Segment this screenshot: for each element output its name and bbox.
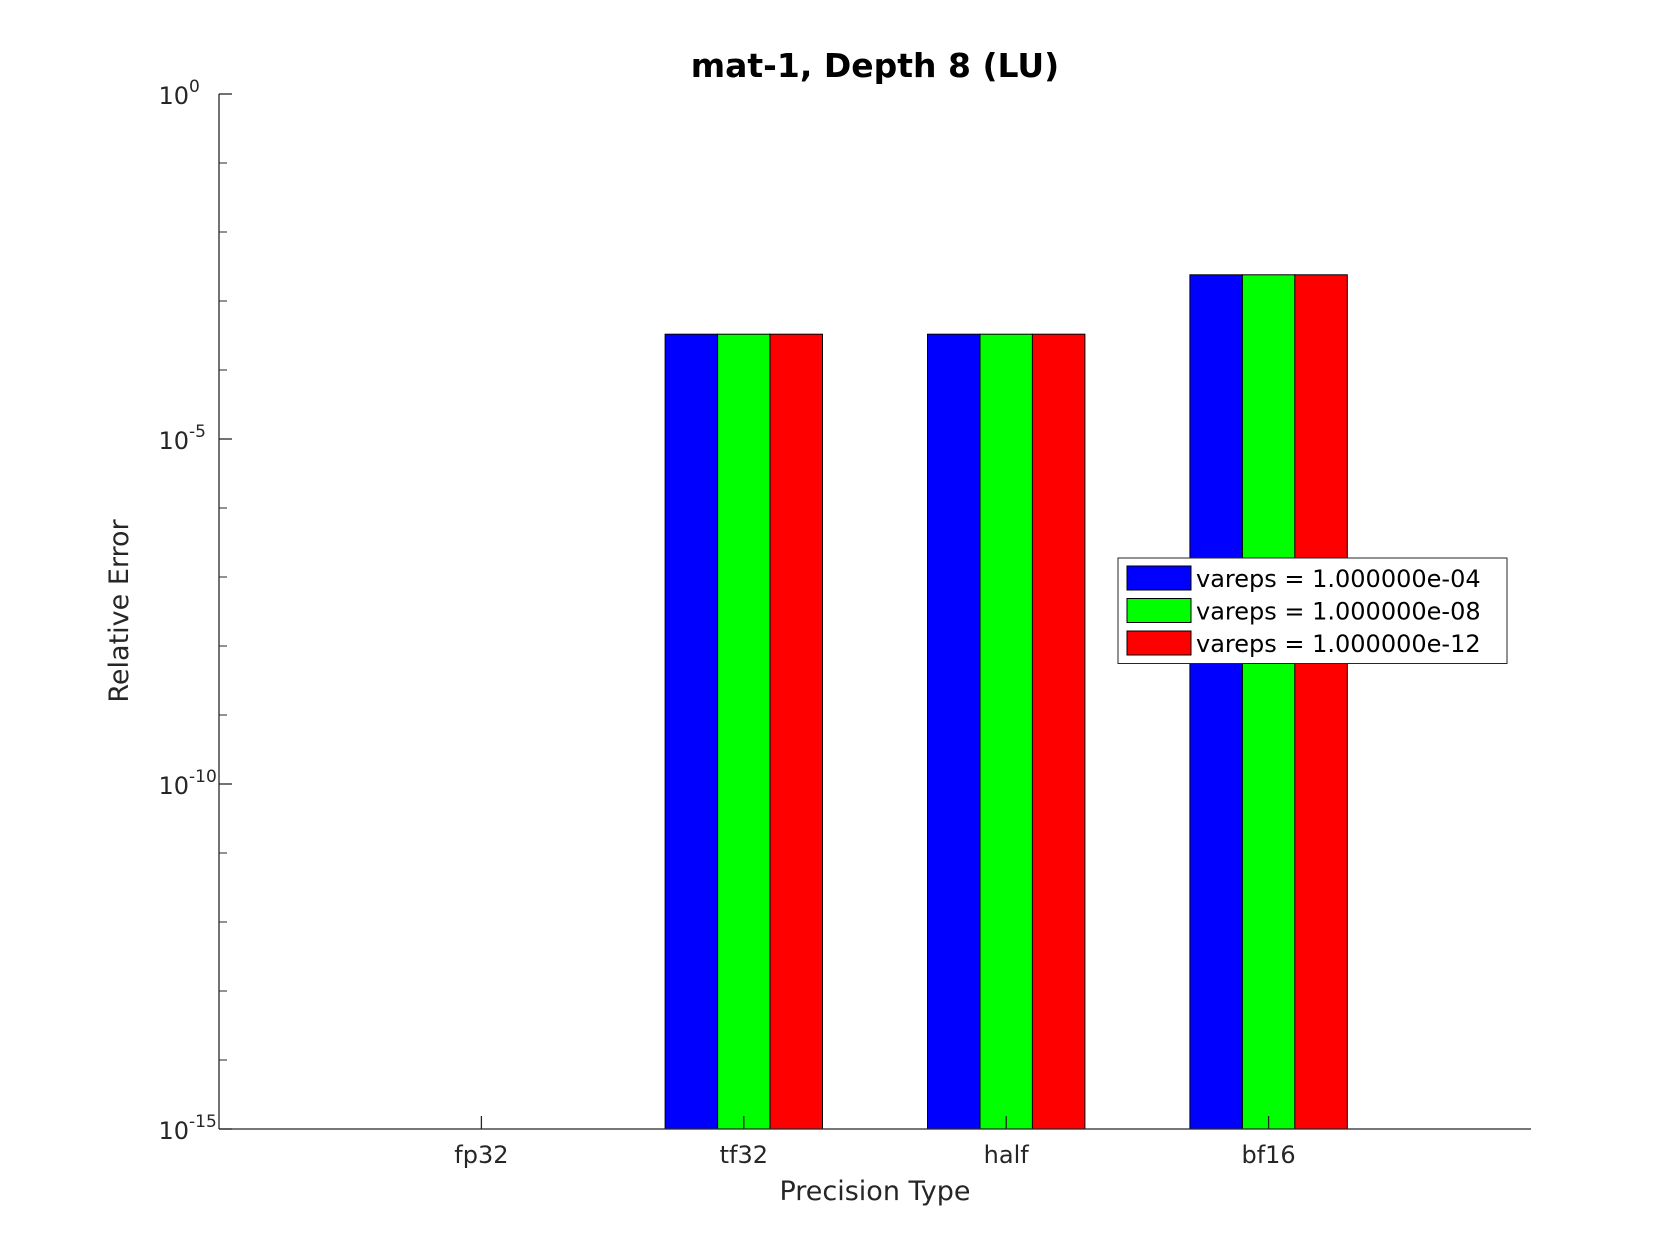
bar-half-series-1 [927, 333, 981, 1130]
y-tick-label: 10 [158, 1117, 189, 1145]
bars [664, 274, 1348, 1130]
y-tick-label: 10 [158, 82, 189, 110]
bar-tf32-series-2 [717, 333, 771, 1130]
y-tick-exponent: 0 [189, 77, 200, 97]
bar-half-series-2 [979, 333, 1033, 1130]
y-tick-label: 10 [158, 427, 189, 455]
y-tick-label: 10 [158, 772, 189, 800]
legend-swatch [1126, 630, 1192, 656]
x-ticks: fp32 tf32 half bf16 [454, 1116, 1296, 1169]
y-tick-exponent: -10 [189, 767, 217, 787]
x-tick-label: fp32 [454, 1141, 508, 1169]
y-tick-exponent: -5 [189, 422, 206, 442]
x-axis-label: Precision Type [779, 1176, 970, 1207]
bar-bf16-series-3 [1294, 274, 1348, 1130]
chart-title: mat-1, Depth 8 (LU) [691, 46, 1060, 85]
x-tick-label: bf16 [1241, 1141, 1295, 1169]
legend-label: vareps = 1.000000e-08 [1196, 598, 1481, 626]
y-axis-label: Relative Error [104, 518, 135, 702]
bar-tf32-series-3 [769, 333, 823, 1130]
legend-swatch [1126, 598, 1192, 623]
bar-bf16-series-2 [1241, 274, 1296, 1130]
legend-label: vareps = 1.000000e-04 [1196, 565, 1481, 593]
y-tick-exponent: -15 [189, 1112, 217, 1132]
bar-tf32-series-1 [664, 333, 719, 1130]
legend-label: vareps = 1.000000e-12 [1196, 630, 1481, 658]
bar-half-series-3 [1031, 333, 1086, 1130]
x-tick-label: tf32 [720, 1141, 768, 1169]
bar-bf16-series-1 [1189, 274, 1243, 1130]
x-tick-label: half [984, 1141, 1030, 1169]
legend: vareps = 1.000000e-04 vareps = 1.000000e-… [1117, 557, 1508, 664]
legend-swatch [1126, 565, 1192, 591]
